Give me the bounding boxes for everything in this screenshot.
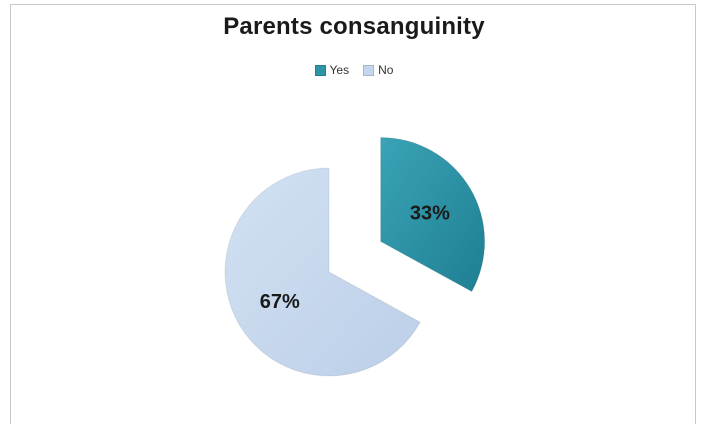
data-label-no: 67%	[260, 291, 300, 313]
data-label-yes: 33%	[410, 202, 450, 224]
pie-chart: 33% 67%	[224, 136, 486, 377]
legend-item-yes: Yes	[314, 63, 350, 77]
legend-swatch-yes	[314, 64, 326, 76]
pie-slice-no	[224, 167, 421, 377]
legend-swatch-no	[363, 64, 375, 76]
chart-frame: Parents consanguinity Yes No 33% 67%	[10, 4, 696, 424]
chart-title: Parents consanguinity	[223, 13, 485, 40]
pie-slice-yes	[380, 136, 486, 293]
chart-legend: Yes No	[11, 63, 697, 77]
legend-label-no: No	[378, 63, 394, 77]
legend-label-yes: Yes	[329, 63, 350, 77]
legend-item-no: No	[363, 63, 393, 77]
